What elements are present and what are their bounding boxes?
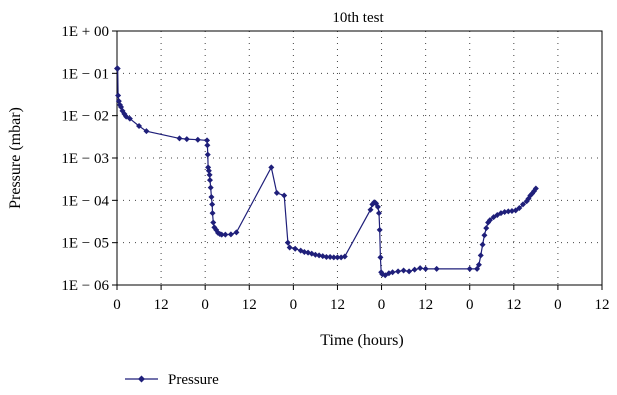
data-point — [377, 254, 384, 261]
series-pressure — [114, 65, 539, 279]
data-point — [483, 225, 490, 232]
x-tick-label: 0 — [201, 297, 209, 313]
data-point — [286, 244, 293, 251]
data-point — [400, 267, 407, 274]
x-tick-label: 12 — [154, 297, 169, 313]
data-point — [136, 123, 143, 130]
data-point — [334, 254, 341, 261]
chart-title: 10th test — [332, 10, 384, 26]
data-point — [114, 65, 121, 72]
y-axis: 1E + 00 1E − 01 1E − 02 1E − 03 1E − 04 1E − … — [61, 24, 117, 294]
y-tick-label: 1E − 05 — [61, 236, 109, 252]
legend-label: Pressure — [168, 372, 219, 388]
data-point — [508, 207, 515, 214]
legend-marker — [138, 375, 145, 383]
data-point — [417, 265, 424, 272]
data-point — [233, 229, 240, 236]
data-point — [516, 204, 523, 211]
data-point — [466, 265, 473, 272]
x-tick-label: 0 — [554, 297, 562, 313]
gridlines — [117, 31, 602, 285]
data-point — [520, 201, 527, 208]
x-tick-label: 0 — [378, 297, 386, 313]
data-point — [323, 253, 330, 260]
data-point — [338, 254, 345, 261]
data-point — [176, 135, 183, 142]
data-point — [308, 250, 315, 257]
legend: Pressure — [125, 372, 219, 388]
data-point — [209, 210, 216, 217]
data-point — [389, 269, 396, 276]
series-line — [117, 67, 537, 276]
data-point — [486, 217, 493, 224]
y-tick-label: 1E − 01 — [61, 66, 109, 82]
data-point — [204, 151, 211, 158]
data-point — [222, 231, 229, 238]
data-point — [395, 268, 402, 275]
data-point — [208, 193, 215, 200]
data-point — [183, 136, 190, 143]
data-point — [411, 266, 418, 273]
data-point — [207, 184, 214, 191]
data-point — [205, 167, 212, 174]
x-tick-label: 12 — [418, 297, 433, 313]
x-tick-label: 12 — [506, 297, 521, 313]
data-point — [204, 137, 211, 144]
data-point — [204, 142, 211, 149]
y-tick-label: 1E − 06 — [61, 278, 109, 294]
data-point — [209, 201, 216, 208]
data-point — [284, 239, 291, 246]
data-point — [481, 232, 488, 239]
data-point — [422, 265, 429, 272]
data-point — [433, 265, 440, 272]
data-point — [218, 231, 225, 238]
data-point — [327, 253, 334, 260]
data-point — [115, 92, 122, 99]
x-tick-label: 12 — [595, 297, 610, 313]
data-point — [206, 177, 213, 184]
x-axis: 0 12 0 12 0 12 0 12 0 12 0 12 — [113, 285, 610, 313]
data-point — [126, 115, 133, 122]
data-point — [512, 207, 519, 214]
data-point — [375, 210, 382, 217]
data-point — [479, 241, 486, 248]
x-tick-label: 0 — [113, 297, 121, 313]
data-point — [532, 185, 539, 192]
data-point — [210, 219, 217, 226]
x-tick-label: 0 — [290, 297, 298, 313]
data-point — [268, 164, 275, 171]
data-point — [273, 189, 280, 196]
data-point — [206, 171, 213, 178]
data-point — [376, 226, 383, 233]
data-point — [281, 192, 288, 199]
x-tick-label: 12 — [242, 297, 257, 313]
data-point — [477, 252, 484, 259]
x-tick-label: 12 — [330, 297, 345, 313]
y-tick-label: 1E − 02 — [61, 109, 109, 125]
data-point — [316, 252, 323, 259]
data-point — [374, 203, 381, 210]
x-axis-title: Time (hours) — [320, 332, 403, 349]
y-tick-label: 1E − 04 — [61, 193, 109, 209]
data-point — [341, 253, 348, 260]
data-point — [292, 245, 299, 252]
data-point — [143, 128, 150, 135]
data-point — [367, 206, 374, 213]
data-point — [475, 261, 482, 268]
data-point — [330, 254, 337, 261]
data-point — [505, 208, 512, 215]
data-point — [406, 268, 413, 275]
x-tick-label: 0 — [466, 297, 474, 313]
data-point — [301, 249, 308, 256]
y-axis-title: Pressure (mbar) — [7, 107, 24, 209]
y-tick-label: 1E − 03 — [61, 151, 109, 167]
data-point — [227, 231, 234, 238]
data-point — [194, 136, 201, 143]
y-tick-label: 1E + 00 — [61, 24, 109, 40]
